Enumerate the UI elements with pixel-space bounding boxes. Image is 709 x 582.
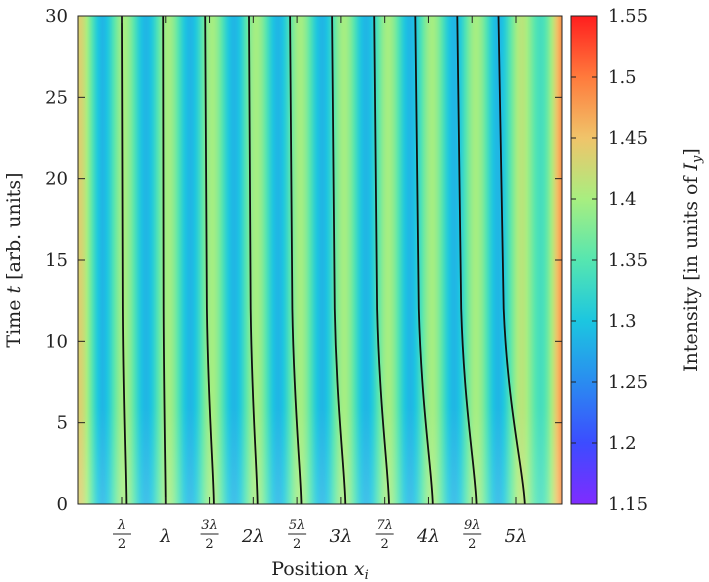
x-tick-numerator: 9λ — [464, 518, 481, 533]
x-tick-label: 3λ2 — [200, 518, 219, 552]
y-axis: 0 5 10 15 20 25 30 — [45, 6, 562, 515]
x-tick-label: 4λ — [416, 526, 440, 547]
x-tick-denominator: 2 — [293, 537, 301, 552]
x-tick-label: 5λ — [505, 526, 528, 547]
trajectory-line — [248, 15, 259, 505]
colorbar-tick-label: 1.45 — [608, 128, 648, 149]
trajectory-line — [373, 15, 390, 505]
x-tick-label: 5λ2 — [288, 518, 307, 552]
colorbar-tick-label: 1.25 — [608, 372, 648, 393]
colorbar-tick-label: 1.55 — [608, 6, 648, 27]
colorbar-tick-label: 1.3 — [608, 311, 637, 332]
colorbar-tick-label: 1.15 — [608, 494, 648, 515]
colorbar-tick-label: 1.35 — [608, 250, 648, 271]
x-tick-denominator: 2 — [205, 537, 213, 552]
x-tick-label: 3λ — [329, 526, 352, 547]
x-tick-denominator: 2 — [468, 537, 476, 552]
x-tick-numerator: 3λ — [201, 518, 218, 533]
trajectory-line — [331, 15, 347, 505]
x-axis-title: Position xi — [271, 558, 369, 582]
y-tick-label: 5 — [57, 413, 68, 434]
colorbar-title: Intensity [in units of Iy] — [680, 148, 705, 372]
colorbar-tick-label: 1.5 — [608, 67, 637, 88]
y-tick-label: 25 — [45, 87, 68, 108]
trajectory-line — [289, 15, 303, 505]
trajectory-line — [456, 15, 478, 505]
colorbar-tick-label: 1.2 — [608, 433, 637, 454]
x-tick-label: λ — [159, 526, 171, 547]
x-tick-label: λ2 — [113, 518, 131, 552]
trajectory-line — [121, 15, 128, 505]
y-tick-label: 20 — [45, 169, 68, 190]
trajectory-line — [162, 15, 167, 505]
x-tick-denominator: 2 — [381, 537, 389, 552]
trajectory-line — [497, 15, 526, 505]
x-tick-label: 2λ — [241, 526, 265, 547]
trajectory-line — [204, 15, 215, 505]
y-tick-label: 30 — [45, 6, 68, 27]
trajectory-line — [414, 15, 434, 505]
x-tick-numerator: 7λ — [376, 518, 393, 533]
x-tick-numerator: 5λ — [289, 518, 306, 533]
x-tick-label: 7λ2 — [375, 518, 394, 552]
x-tick-denominator: 2 — [118, 537, 126, 552]
colorbar-ticks: 1.15 1.2 1.25 1.3 1.35 1.4 1.45 1.5 1.55 — [571, 6, 648, 515]
x-tick-label: 9λ2 — [463, 518, 482, 552]
heatmap-shading — [78, 16, 562, 504]
x-tick-numerator: λ — [117, 518, 126, 533]
heatmap-area — [78, 16, 562, 504]
colorbar-tick-label: 1.4 — [608, 189, 637, 210]
y-tick-label: 10 — [45, 331, 68, 352]
y-axis-title: Time t [arb. units] — [3, 172, 25, 347]
trajectory-lines — [121, 15, 526, 505]
y-tick-label: 0 — [57, 494, 68, 515]
y-tick-label: 15 — [45, 250, 68, 271]
